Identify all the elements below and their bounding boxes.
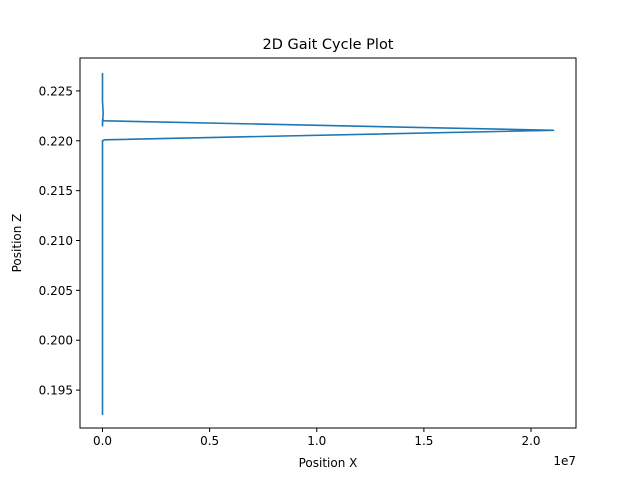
x-tick-label: 0.5	[200, 434, 219, 448]
x-axis-offset-label: 1e7	[553, 454, 576, 468]
axis-ticks: 0.0 0.5 1.0 1.5 2.0 0.195 0.200 0.205 0.210 0.215…	[39, 84, 541, 448]
axes-frame	[79, 57, 577, 429]
y-tick-label: 0.205	[39, 284, 73, 298]
x-tick-label: 1.5	[414, 434, 433, 448]
y-tick-label: 0.220	[39, 134, 73, 148]
y-tick-label: 0.225	[39, 84, 73, 98]
y-tick-label: 0.200	[39, 334, 73, 348]
chart-title: 2D Gait Cycle Plot	[262, 37, 393, 53]
x-tick-label: 0.0	[93, 434, 112, 448]
x-axis-label: Position X	[299, 456, 358, 470]
x-tick-label: 2.0	[521, 434, 540, 448]
y-tick-label: 0.195	[39, 384, 73, 398]
y-axis-label: Position Z	[10, 214, 24, 273]
x-tick-label: 1.0	[307, 434, 326, 448]
y-tick-label: 0.210	[39, 234, 73, 248]
y-tick-label: 0.215	[39, 184, 73, 198]
plot-area	[101, 72, 555, 416]
series-line	[101, 72, 555, 416]
